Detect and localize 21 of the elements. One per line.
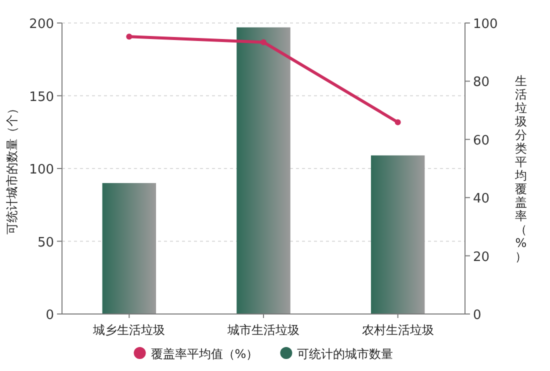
y2-tick-label: 20 (473, 250, 490, 265)
y-tick-label: 0 (46, 308, 54, 323)
point (394, 119, 401, 126)
y2-tick-label: 60 (473, 133, 490, 148)
x-tick-label: 农村生活垃圾 (362, 323, 434, 337)
text: 生活垃圾分类平均覆盖率（%） (515, 74, 527, 264)
y-tick-label: 150 (29, 90, 54, 105)
point (260, 39, 266, 46)
y-tick-label: 100 (29, 162, 54, 178)
y2-tick-label: 100 (473, 17, 498, 32)
y2-tick-label: 0 (473, 308, 482, 323)
y-tick-label: 200 (29, 17, 54, 32)
y2-tick-label: 80 (473, 75, 490, 90)
legend-label: 可统计的城市数量 (297, 347, 394, 361)
y2-tick-label: 40 (473, 192, 490, 207)
x-tick-label: 城市生活垃圾 (226, 323, 300, 337)
legend-label: 覆盖率平均值（%） (150, 347, 258, 361)
point (126, 34, 132, 40)
x-tick-label: 城乡生活垃圾 (92, 323, 166, 337)
y-tick-label: 50 (37, 235, 54, 250)
y-axis-title: 可统计城市的数量（个） (5, 102, 19, 234)
